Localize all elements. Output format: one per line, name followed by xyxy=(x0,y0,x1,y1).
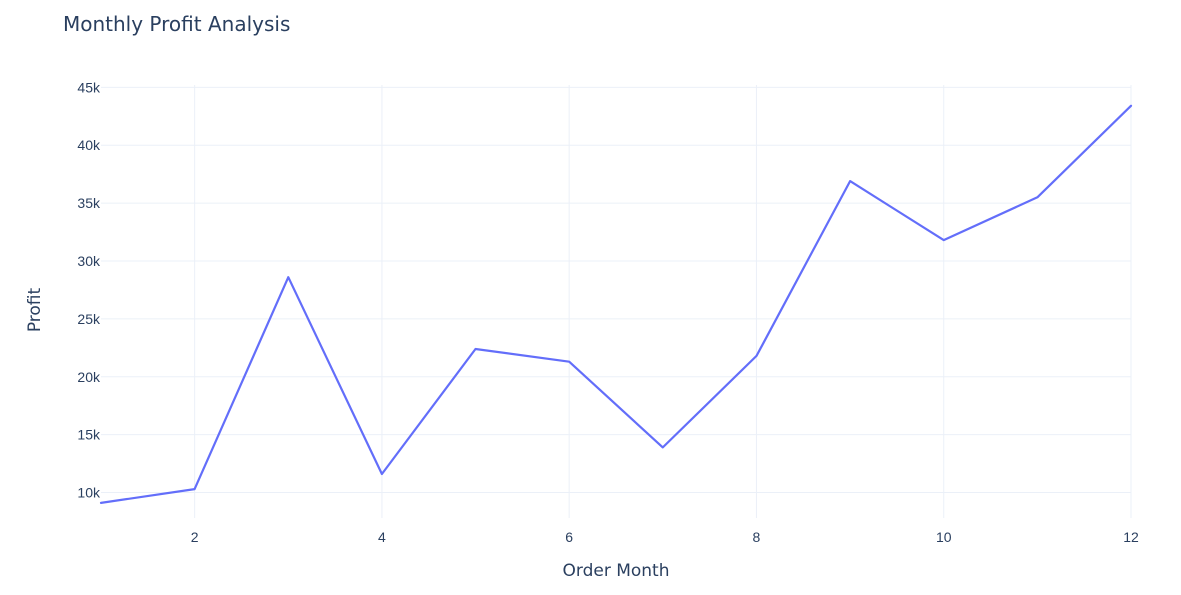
data-point[interactable] xyxy=(1034,194,1040,200)
x-axis-ticks: 2 4 6 8 10 12 xyxy=(191,529,1139,545)
data-point[interactable] xyxy=(941,237,947,243)
data-point[interactable] xyxy=(847,178,853,184)
x-tick-label: 8 xyxy=(753,529,761,545)
y-axis-ticks: 10k 15k 20k 25k 30k 35k 40k 45k xyxy=(77,79,101,500)
y-tick-label: 30k xyxy=(77,253,101,269)
x-tick-label: 2 xyxy=(191,529,199,545)
y-tick-label: 15k xyxy=(77,427,101,443)
data-point[interactable] xyxy=(379,471,385,477)
gridlines xyxy=(101,85,1132,518)
x-tick-label: 10 xyxy=(936,529,952,545)
y-tick-label: 25k xyxy=(77,311,101,327)
y-tick-label: 20k xyxy=(77,369,101,385)
data-point[interactable] xyxy=(473,346,479,352)
data-point[interactable] xyxy=(660,444,666,450)
data-point[interactable] xyxy=(192,486,198,492)
x-tick-label: 6 xyxy=(565,529,573,545)
data-point[interactable] xyxy=(753,353,759,359)
y-axis-title: Profit xyxy=(25,287,45,332)
x-tick-label: 4 xyxy=(378,529,386,545)
series-line xyxy=(99,104,1133,504)
data-point[interactable] xyxy=(98,500,104,506)
data-point[interactable] xyxy=(566,359,572,365)
series-layer xyxy=(98,103,1134,506)
data-point[interactable] xyxy=(285,274,291,280)
x-tick-label: 12 xyxy=(1123,529,1139,545)
y-tick-label: 10k xyxy=(77,485,101,501)
y-tick-label: 40k xyxy=(77,137,101,153)
chart-title: Monthly Profit Analysis xyxy=(63,12,290,36)
data-point[interactable] xyxy=(1128,103,1134,109)
y-tick-label: 45k xyxy=(77,79,101,95)
x-axis-title: Order Month xyxy=(563,561,670,581)
y-tick-label: 35k xyxy=(77,195,101,211)
